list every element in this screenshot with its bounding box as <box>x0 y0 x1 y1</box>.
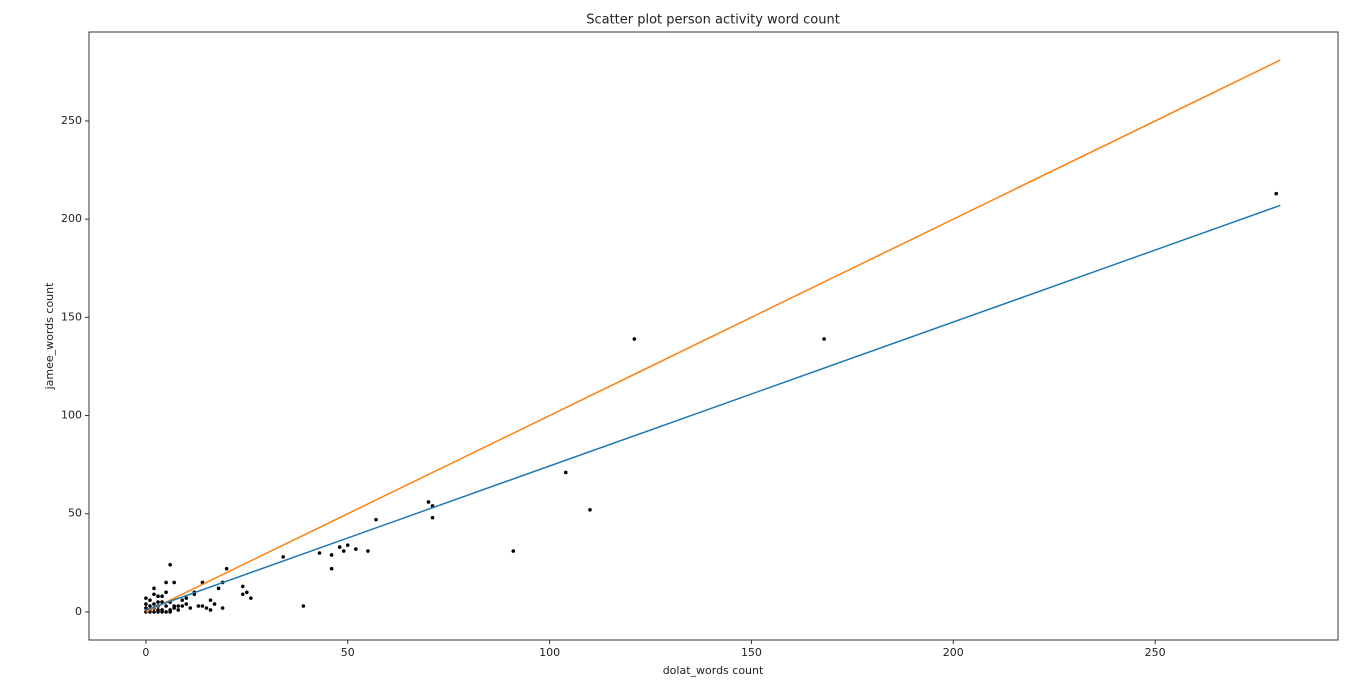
point <box>301 604 306 608</box>
point <box>184 596 189 600</box>
point <box>281 555 285 559</box>
point <box>156 600 160 604</box>
point <box>212 602 217 606</box>
point <box>204 606 209 610</box>
y-tick-label: 250 <box>61 114 82 127</box>
point <box>822 337 826 341</box>
point <box>588 507 592 512</box>
point <box>366 549 370 553</box>
point <box>329 566 334 571</box>
point <box>188 606 193 610</box>
point <box>354 547 358 551</box>
point <box>144 602 148 606</box>
fit-line <box>145 59 1281 613</box>
y-tick-label: 150 <box>61 310 82 323</box>
point <box>176 608 181 612</box>
y-tick-label: 100 <box>61 409 82 422</box>
point <box>430 515 435 520</box>
point <box>148 604 152 608</box>
point <box>160 610 164 614</box>
point <box>180 598 185 602</box>
point <box>164 590 168 595</box>
point <box>216 586 221 591</box>
point <box>511 549 516 553</box>
point <box>164 604 168 608</box>
chart-title: Scatter plot person activity word count <box>586 13 840 28</box>
y-tick-label: 200 <box>61 212 82 225</box>
point <box>426 500 431 504</box>
point <box>148 598 152 602</box>
point <box>196 604 201 608</box>
point <box>241 584 245 589</box>
point <box>164 580 168 585</box>
point <box>152 602 156 606</box>
point <box>184 602 189 606</box>
point <box>329 553 334 557</box>
point <box>156 610 160 614</box>
point <box>1274 191 1279 196</box>
point <box>168 610 172 614</box>
point <box>337 545 342 549</box>
point <box>632 337 637 341</box>
point <box>208 598 213 602</box>
x-tick-label: 200 <box>943 646 964 659</box>
point <box>224 566 229 571</box>
x-tick-label: 250 <box>1145 646 1166 659</box>
point <box>152 586 156 591</box>
point <box>152 592 156 597</box>
point <box>172 606 176 610</box>
plot-frame <box>88 31 1339 641</box>
y-tick-label: 0 <box>75 605 82 618</box>
x-tick-label: 100 <box>539 646 560 659</box>
y-axis-label: jamee_words count <box>43 282 56 391</box>
fit-line <box>145 204 1281 611</box>
point <box>345 543 350 547</box>
point <box>160 594 164 599</box>
point <box>144 596 148 600</box>
point <box>249 596 253 600</box>
point <box>152 610 156 614</box>
point <box>220 606 225 610</box>
y-tick-label: 50 <box>68 507 82 520</box>
point <box>208 608 213 612</box>
point <box>168 562 172 567</box>
point <box>563 470 568 475</box>
x-tick-label: 50 <box>341 646 355 659</box>
point <box>164 610 168 614</box>
x-tick-label: 0 <box>142 646 149 659</box>
point <box>156 594 160 599</box>
point <box>241 592 245 597</box>
point <box>341 549 346 553</box>
point <box>200 604 205 608</box>
point <box>317 551 322 555</box>
point <box>176 604 181 608</box>
point <box>180 604 185 608</box>
point <box>374 517 378 522</box>
x-axis-label: dolat_words count <box>663 664 764 677</box>
point <box>245 590 249 595</box>
x-tick-label: 150 <box>741 646 762 659</box>
point <box>172 580 176 585</box>
